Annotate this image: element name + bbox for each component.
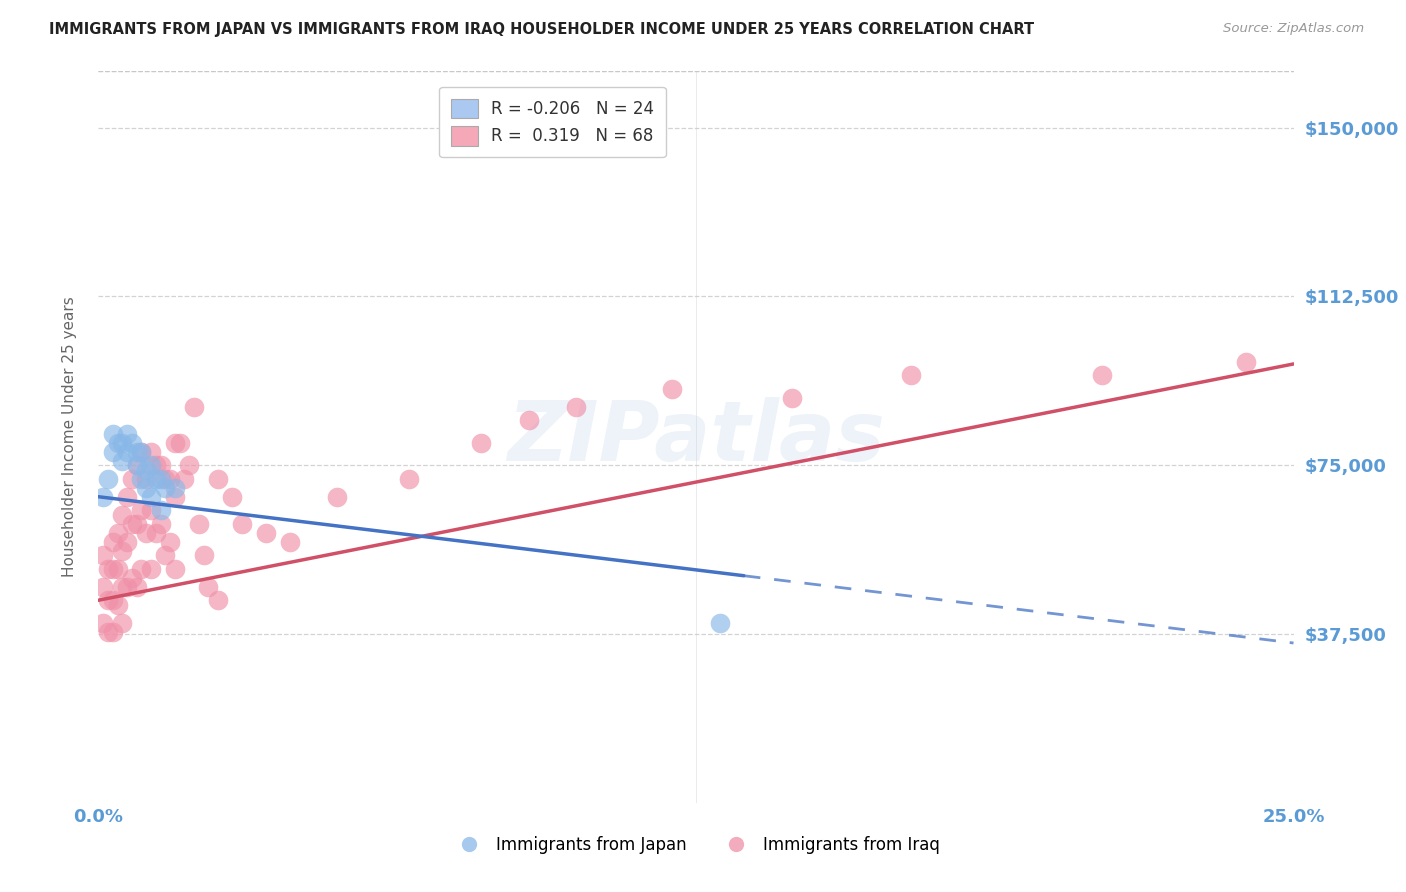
Point — [91, 580, 114, 594]
Point — [193, 548, 215, 562]
Point — [661, 382, 683, 396]
Legend: Immigrants from Japan, Immigrants from Iraq: Immigrants from Japan, Immigrants from I… — [446, 829, 946, 860]
Point — [125, 516, 148, 531]
Point — [145, 458, 167, 473]
Point — [155, 472, 177, 486]
Point — [131, 562, 153, 576]
Point — [149, 458, 172, 473]
Point — [115, 444, 138, 458]
Point — [97, 472, 120, 486]
Text: ZIPatlas: ZIPatlas — [508, 397, 884, 477]
Point — [131, 472, 153, 486]
Point — [207, 472, 229, 486]
Point — [159, 534, 181, 549]
Point — [1091, 368, 1114, 383]
Point — [111, 543, 134, 558]
Point — [155, 481, 177, 495]
Point — [101, 624, 124, 639]
Point — [111, 435, 134, 450]
Point — [163, 481, 186, 495]
Point — [101, 426, 124, 441]
Point — [780, 391, 803, 405]
Point — [169, 435, 191, 450]
Point — [139, 562, 162, 576]
Point — [115, 534, 138, 549]
Point — [173, 472, 195, 486]
Point — [900, 368, 922, 383]
Point — [278, 534, 301, 549]
Point — [101, 444, 124, 458]
Point — [97, 624, 120, 639]
Point — [111, 453, 134, 467]
Point — [470, 435, 492, 450]
Point — [135, 525, 157, 540]
Point — [91, 548, 114, 562]
Point — [155, 548, 177, 562]
Point — [101, 593, 124, 607]
Point — [97, 593, 120, 607]
Point — [101, 562, 124, 576]
Point — [135, 481, 157, 495]
Point — [183, 400, 205, 414]
Point — [107, 435, 129, 450]
Point — [111, 508, 134, 522]
Point — [149, 516, 172, 531]
Point — [111, 580, 134, 594]
Point — [121, 516, 143, 531]
Point — [107, 525, 129, 540]
Point — [254, 525, 277, 540]
Point — [221, 490, 243, 504]
Point — [121, 472, 143, 486]
Point — [131, 444, 153, 458]
Point — [398, 472, 420, 486]
Point — [207, 593, 229, 607]
Point — [115, 580, 138, 594]
Point — [163, 490, 186, 504]
Point — [121, 571, 143, 585]
Point — [125, 580, 148, 594]
Point — [101, 534, 124, 549]
Point — [115, 490, 138, 504]
Point — [121, 435, 143, 450]
Point — [125, 458, 148, 473]
Point — [125, 458, 148, 473]
Text: IMMIGRANTS FROM JAPAN VS IMMIGRANTS FROM IRAQ HOUSEHOLDER INCOME UNDER 25 YEARS : IMMIGRANTS FROM JAPAN VS IMMIGRANTS FROM… — [49, 22, 1035, 37]
Point — [131, 503, 153, 517]
Point — [111, 615, 134, 630]
Point — [231, 516, 253, 531]
Point — [107, 562, 129, 576]
Point — [139, 503, 162, 517]
Point — [149, 472, 172, 486]
Point — [149, 503, 172, 517]
Point — [139, 444, 162, 458]
Point — [565, 400, 588, 414]
Point — [145, 472, 167, 486]
Point — [139, 490, 162, 504]
Point — [135, 463, 157, 477]
Point — [709, 615, 731, 630]
Point — [1234, 354, 1257, 368]
Point — [97, 562, 120, 576]
Point — [131, 444, 153, 458]
Point — [179, 458, 201, 473]
Point — [135, 472, 157, 486]
Y-axis label: Householder Income Under 25 years: Householder Income Under 25 years — [62, 297, 77, 577]
Point — [107, 598, 129, 612]
Point — [163, 435, 186, 450]
Point — [145, 525, 167, 540]
Point — [159, 472, 181, 486]
Point — [125, 444, 148, 458]
Text: Source: ZipAtlas.com: Source: ZipAtlas.com — [1223, 22, 1364, 36]
Point — [115, 426, 138, 441]
Point — [187, 516, 209, 531]
Point — [163, 562, 186, 576]
Point — [326, 490, 349, 504]
Point — [91, 615, 114, 630]
Point — [197, 580, 219, 594]
Point — [91, 490, 114, 504]
Point — [139, 458, 162, 473]
Point — [517, 413, 540, 427]
